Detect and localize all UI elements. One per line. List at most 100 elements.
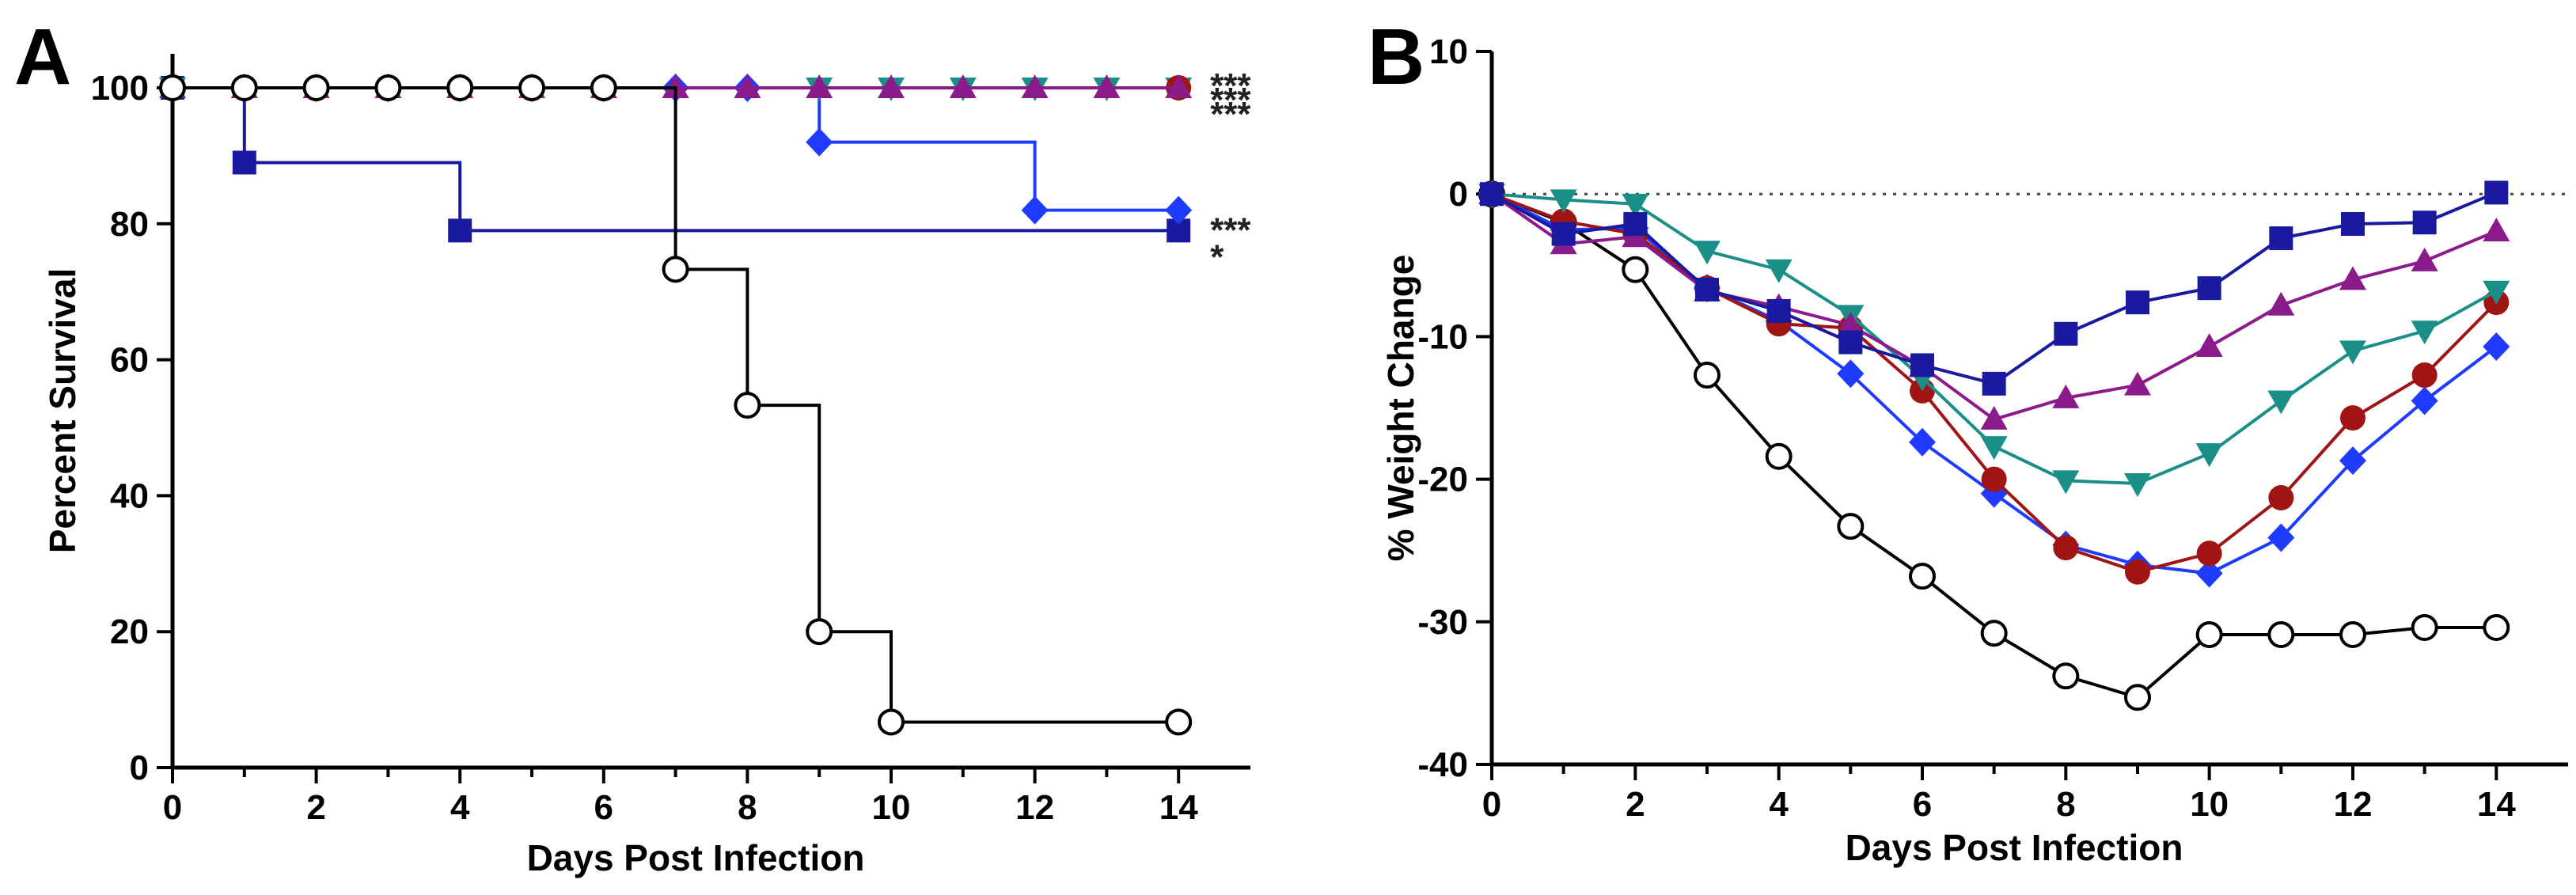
x-tick-label: 4 — [450, 788, 470, 827]
data-point — [232, 150, 256, 175]
data-point — [1837, 513, 1865, 540]
data-point — [1165, 74, 1193, 98]
data-point — [2124, 684, 2151, 711]
data-point — [734, 74, 761, 98]
y-axis-title: Percent Survival — [42, 268, 83, 554]
x-tick-label: 10 — [872, 788, 911, 827]
data-point — [734, 392, 761, 419]
y-tick-label: 60 — [110, 341, 149, 380]
data-point — [878, 708, 905, 736]
data-point — [2411, 614, 2438, 642]
data-point — [1765, 442, 1793, 470]
data-point — [2196, 540, 2222, 567]
data-point — [2195, 443, 2223, 468]
data-point — [2268, 485, 2294, 511]
data-point — [806, 127, 833, 157]
x-tick-label: 12 — [2334, 785, 2373, 824]
data-point — [230, 74, 258, 101]
data-point — [1623, 212, 1648, 237]
data-point — [806, 618, 833, 646]
data-point — [2339, 446, 2366, 476]
x-tick-label: 14 — [2477, 785, 2516, 824]
x-axis-title: Days Post Infection — [527, 837, 865, 878]
data-point — [2125, 559, 2150, 585]
data-point — [1982, 371, 2006, 396]
panel-b-weight-change: B 0 2 4 6 8 10 12 14 10 0 -10 -20 -30 -40 Days Post Inf… — [1368, 13, 2568, 868]
x-tick-label: 2 — [1626, 785, 1645, 824]
data-point — [1165, 708, 1193, 736]
series-line — [173, 85, 1179, 724]
series-black-open-circle — [1478, 180, 2510, 711]
data-point — [2483, 218, 2510, 242]
data-point — [2124, 371, 2151, 396]
data-point — [2197, 276, 2221, 301]
data-point — [1909, 563, 1936, 590]
y-axis-title: % Weight Change — [1380, 255, 1421, 562]
panel-a-survival: A 0 2 4 6 8 10 12 14 0 20 40 60 80 100 Days Post Infect… — [14, 13, 1251, 878]
data-point — [159, 74, 186, 101]
data-point — [2483, 614, 2510, 642]
data-point — [662, 256, 689, 283]
data-point — [2052, 662, 2080, 690]
y-tick-label: -10 — [1417, 317, 1468, 356]
data-point — [1980, 405, 2008, 430]
data-point — [1766, 298, 1791, 323]
y-tick-label: -30 — [1417, 603, 1468, 642]
x-tick-label: 6 — [1913, 785, 1932, 824]
data-point — [2411, 247, 2438, 271]
data-point — [1695, 277, 1719, 301]
data-point — [1165, 195, 1193, 225]
data-point — [949, 74, 977, 98]
data-point — [2195, 559, 2223, 588]
y-tick-label: 20 — [110, 612, 149, 651]
data-point — [2053, 535, 2079, 561]
data-point — [2412, 210, 2437, 235]
significance-label: * — [1210, 237, 1224, 276]
x-tick-label: 8 — [738, 788, 757, 827]
data-point — [1021, 195, 1049, 225]
data-point — [2483, 280, 2510, 305]
data-point — [2267, 390, 2295, 415]
data-point — [2124, 473, 2151, 498]
data-point — [1622, 193, 1649, 218]
data-point — [2411, 320, 2438, 345]
y-tick-label: 0 — [130, 749, 149, 787]
data-point — [1980, 620, 2008, 647]
data-point — [2341, 212, 2365, 237]
series-black-open-circle — [159, 74, 1193, 736]
data-point — [1694, 362, 1720, 389]
data-point — [2052, 384, 2080, 408]
data-point — [1910, 353, 1934, 377]
data-point — [806, 74, 833, 98]
data-point — [1021, 74, 1049, 98]
y-tick-label: 80 — [110, 205, 149, 244]
x-tick-label: 10 — [2190, 785, 2229, 824]
y-tick-label: 40 — [110, 476, 149, 515]
data-point — [1980, 436, 2008, 461]
y-tick-label: 100 — [91, 69, 149, 108]
data-point — [374, 74, 402, 101]
x-tick-label: 0 — [163, 788, 182, 827]
data-point — [448, 218, 472, 243]
y-tick-label: 10 — [1429, 32, 1468, 71]
data-point — [2483, 332, 2510, 362]
significance-label: *** — [1210, 95, 1251, 134]
data-point — [2052, 470, 2080, 495]
significance-label: *** — [1210, 81, 1251, 119]
data-point — [1838, 330, 1863, 355]
data-point — [1622, 256, 1649, 283]
data-point — [2195, 621, 2223, 649]
y-tick-label: -20 — [1417, 461, 1468, 499]
data-point — [2126, 290, 2149, 315]
data-point — [2269, 226, 2293, 251]
data-point — [2339, 266, 2366, 290]
x-tick-label: 14 — [1159, 788, 1198, 827]
data-point — [2267, 523, 2295, 552]
data-point — [2411, 362, 2438, 389]
x-tick-label: 6 — [594, 788, 613, 827]
significance-label: *** — [1210, 66, 1251, 105]
y-tick-label: -40 — [1417, 745, 1468, 784]
y-tick-label: 0 — [1449, 175, 1468, 214]
x-tick-label: 0 — [1482, 785, 1501, 824]
data-point — [1837, 311, 1865, 336]
